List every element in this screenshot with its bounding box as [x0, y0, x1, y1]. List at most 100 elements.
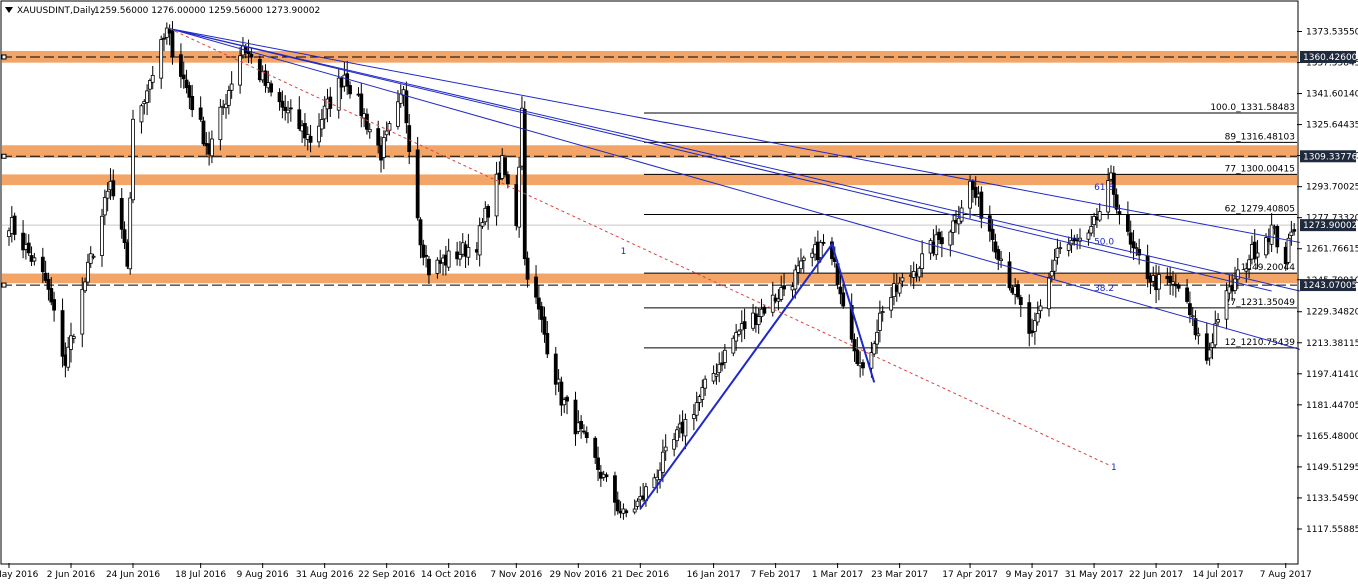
- candle: [793, 264, 798, 299]
- candle: [179, 43, 183, 88]
- candle: [593, 436, 598, 465]
- candle-body: [869, 352, 874, 369]
- candle-body: [421, 244, 426, 258]
- candle: [1086, 229, 1091, 246]
- triangle-down-icon[interactable]: [5, 7, 13, 13]
- candle: [458, 241, 462, 267]
- candle-body: [102, 197, 107, 216]
- candle-body: [458, 254, 462, 260]
- candle-body: [277, 92, 282, 103]
- candle: [303, 113, 307, 147]
- candle: [545, 321, 550, 359]
- levels-layer: [1, 54, 1297, 288]
- candle-body: [100, 215, 104, 256]
- y-tick-label: 1261.76615: [1306, 245, 1358, 255]
- candle-body: [579, 420, 584, 430]
- candle-body: [1092, 216, 1096, 226]
- candle: [1190, 306, 1195, 327]
- candle-body: [782, 285, 786, 290]
- price-badge-label: 1360.42600: [1303, 53, 1358, 63]
- candle-body: [179, 54, 183, 77]
- candle: [714, 363, 719, 385]
- candle-body: [66, 346, 71, 368]
- y-tick-label: 1229.34820: [1306, 308, 1358, 318]
- candle: [40, 247, 45, 284]
- candle-body: [872, 343, 877, 355]
- candle: [381, 130, 386, 170]
- fan-level-label: 61.8: [1094, 183, 1114, 193]
- candle: [128, 191, 133, 275]
- candle: [336, 68, 341, 119]
- candle: [1286, 233, 1291, 265]
- candle: [717, 352, 722, 383]
- candle-body: [1193, 318, 1198, 336]
- candle: [83, 277, 87, 293]
- candle-body: [762, 306, 767, 314]
- candle: [553, 346, 558, 396]
- candle-body: [359, 93, 364, 116]
- candle-body: [139, 105, 144, 123]
- price-badge-label: 1243.07005: [1303, 281, 1357, 291]
- candle: [1269, 213, 1274, 253]
- x-tick-label: 31 May 2017: [1065, 570, 1124, 580]
- candle: [737, 329, 741, 337]
- fib-level-label: 62_1279.40805: [1225, 204, 1295, 214]
- candle-body: [796, 265, 801, 273]
- candle-body: [376, 128, 381, 146]
- x-tick-label: 7 Feb 2017: [750, 570, 800, 580]
- candle-body: [1264, 237, 1268, 256]
- candle: [210, 130, 214, 164]
- candle: [596, 446, 600, 482]
- candle: [427, 255, 431, 285]
- candle-body: [742, 321, 747, 329]
- candle-body: [1190, 315, 1195, 318]
- x-tick-label: 16 Jan 2017: [687, 570, 741, 580]
- candle-body: [545, 333, 550, 355]
- plot-frame: [0, 0, 1299, 565]
- fan-line: [169, 28, 1300, 243]
- candle-body: [714, 373, 719, 377]
- candle: [1275, 224, 1280, 254]
- candle-body: [691, 414, 696, 419]
- candle: [762, 305, 767, 316]
- candle-body: [756, 316, 761, 325]
- candle-body: [1049, 271, 1054, 277]
- candle: [573, 391, 578, 446]
- candle-body: [297, 109, 302, 130]
- x-tick-label: 18 Jul 2016: [175, 570, 226, 580]
- candle: [675, 426, 679, 448]
- candle: [187, 81, 192, 110]
- candle: [1193, 310, 1198, 340]
- candle: [604, 472, 609, 482]
- candle-body: [1224, 290, 1229, 320]
- candle: [855, 336, 860, 367]
- candle: [635, 498, 640, 510]
- candle: [32, 253, 37, 266]
- candle: [229, 71, 234, 99]
- candle-body: [88, 253, 93, 264]
- candle: [720, 351, 724, 372]
- candle-body: [1016, 284, 1020, 298]
- candle: [1196, 327, 1201, 345]
- candle-body: [122, 229, 127, 244]
- candle-body: [996, 249, 1001, 260]
- candle: [1055, 238, 1060, 265]
- candle-body: [317, 125, 321, 143]
- candle-body: [1018, 297, 1023, 305]
- candle-body: [596, 457, 600, 470]
- candle: [624, 508, 629, 518]
- candle: [1092, 212, 1096, 238]
- candle-body: [46, 278, 51, 290]
- candle-body: [793, 269, 798, 290]
- candle-body: [1032, 320, 1037, 332]
- candle: [238, 46, 243, 94]
- candle-body: [635, 500, 640, 507]
- candle-body: [731, 337, 736, 354]
- candle-body: [1114, 194, 1119, 210]
- candle: [418, 217, 423, 259]
- candle: [968, 175, 972, 219]
- candle-body: [1255, 252, 1260, 258]
- candle: [288, 99, 293, 122]
- x-tick-label: 21 Dec 2016: [612, 570, 670, 580]
